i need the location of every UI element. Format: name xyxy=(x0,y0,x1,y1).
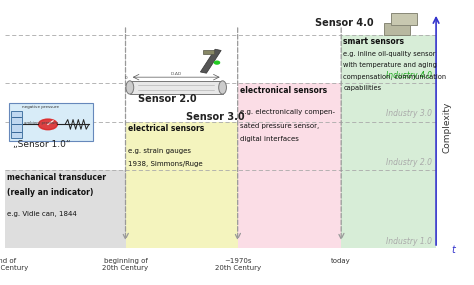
Text: Industry 4.0: Industry 4.0 xyxy=(386,71,432,80)
Bar xyxy=(391,13,417,25)
Text: „Sensor 1.0“: „Sensor 1.0“ xyxy=(13,140,71,149)
Text: Industry 3.0: Industry 3.0 xyxy=(386,109,432,118)
Bar xyxy=(5,170,126,248)
Bar xyxy=(9,103,93,141)
Text: electrical sensors: electrical sensors xyxy=(128,124,204,133)
Text: D-ΔD: D-ΔD xyxy=(171,72,182,76)
Text: compensation, communication: compensation, communication xyxy=(343,74,447,80)
Bar xyxy=(201,49,221,73)
Bar xyxy=(130,81,223,94)
Text: with temperature and aging: with temperature and aging xyxy=(343,62,437,68)
Text: sated pressure sensor,: sated pressure sensor, xyxy=(240,123,319,129)
Circle shape xyxy=(214,61,219,64)
Text: 0: 0 xyxy=(125,76,128,80)
Text: 1938, Simmons/Ruge: 1938, Simmons/Ruge xyxy=(128,161,202,167)
Text: negative pressure: negative pressure xyxy=(22,105,59,109)
Text: Complexity: Complexity xyxy=(442,101,451,152)
Bar xyxy=(341,35,436,248)
Text: ~1970s
20th Century: ~1970s 20th Century xyxy=(215,258,261,271)
Text: electronical sensors: electronical sensors xyxy=(240,86,327,95)
Text: end of
18th Century: end of 18th Century xyxy=(0,258,28,271)
Text: Industry 1.0: Industry 1.0 xyxy=(386,237,432,245)
Text: mechanical transducer: mechanical transducer xyxy=(7,173,106,182)
Text: capabilities: capabilities xyxy=(343,86,382,91)
Text: Sensor 4.0: Sensor 4.0 xyxy=(315,17,374,28)
Text: Sensor 2.0: Sensor 2.0 xyxy=(138,94,197,104)
Text: Industry 2.0: Industry 2.0 xyxy=(386,158,432,167)
Text: e.g. electronically compen-: e.g. electronically compen- xyxy=(240,109,335,115)
Text: smart sensors: smart sensors xyxy=(343,37,404,46)
Text: e.g. inline oil-quality sensor: e.g. inline oil-quality sensor xyxy=(343,50,436,56)
Bar xyxy=(203,50,214,54)
Text: t: t xyxy=(451,245,455,255)
Text: e.g. Vidie can, 1844: e.g. Vidie can, 1844 xyxy=(7,211,77,217)
Ellipse shape xyxy=(219,81,227,94)
Bar xyxy=(384,23,410,35)
Text: (really an indicator): (really an indicator) xyxy=(7,188,93,197)
Text: ambient pressure: ambient pressure xyxy=(24,121,58,125)
Circle shape xyxy=(38,119,57,130)
Bar xyxy=(237,83,341,248)
Text: e.g. strain gauges: e.g. strain gauges xyxy=(128,148,191,154)
Text: today: today xyxy=(331,258,351,264)
Bar xyxy=(11,111,22,138)
Ellipse shape xyxy=(126,81,134,94)
Text: Sensor 3.0: Sensor 3.0 xyxy=(186,112,245,122)
Text: beginning of
20th Century: beginning of 20th Century xyxy=(102,258,148,271)
Bar xyxy=(126,122,237,248)
Text: digital interfaces: digital interfaces xyxy=(240,136,299,142)
